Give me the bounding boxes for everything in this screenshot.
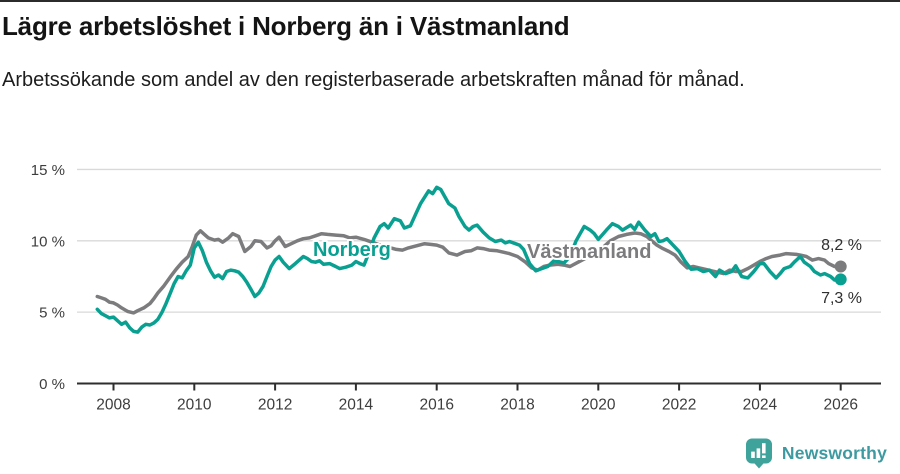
x-tick-label: 2026: [823, 397, 857, 414]
x-tick-label: 2024: [743, 397, 778, 414]
x-tick-label: 2018: [500, 397, 534, 414]
x-tick-label: 2012: [258, 397, 292, 414]
y-tick-label: 5 %: [39, 305, 65, 322]
line-chart: 0 % 5 % 10 % 15 % 2008 2010 2012 2014 2016 2018 20…: [31, 162, 881, 414]
end-value-label-norberg: 7,3 %: [821, 290, 862, 307]
x-tick-label: 2020: [581, 397, 616, 414]
end-value-label-västmanland: 8,2 %: [821, 237, 862, 254]
y-tick-label: 0 %: [39, 376, 65, 393]
series-label-norberg: Norberg: [313, 239, 391, 261]
end-dot-norberg: [834, 273, 847, 286]
end-dot-västmanland: [834, 260, 847, 273]
series-label-västmanland: Västmanland: [527, 241, 651, 263]
newsworthy-wordmark: Newsworthy: [781, 443, 887, 463]
y-tick-label: 15 %: [31, 162, 65, 179]
x-tick-label: 2022: [662, 397, 696, 414]
x-tick-label: 2008: [96, 397, 130, 414]
x-tick-label: 2014: [339, 397, 374, 414]
x-tick-label: 2010: [177, 397, 212, 414]
newsworthy-brand-link[interactable]: Newsworthy: [745, 438, 887, 469]
series-line-norberg: [95, 185, 843, 334]
y-tick-label: 10 %: [31, 233, 65, 250]
x-tick-label: 2016: [419, 397, 453, 414]
chart-subtitle: Arbetssökande som andel av den registerb…: [2, 69, 745, 91]
series-line-västmanland: [95, 229, 843, 315]
bar-chart-speech-bubble-icon: [745, 438, 772, 469]
page-title: Lägre arbetslöshet i Norberg än i Västma…: [2, 11, 570, 41]
